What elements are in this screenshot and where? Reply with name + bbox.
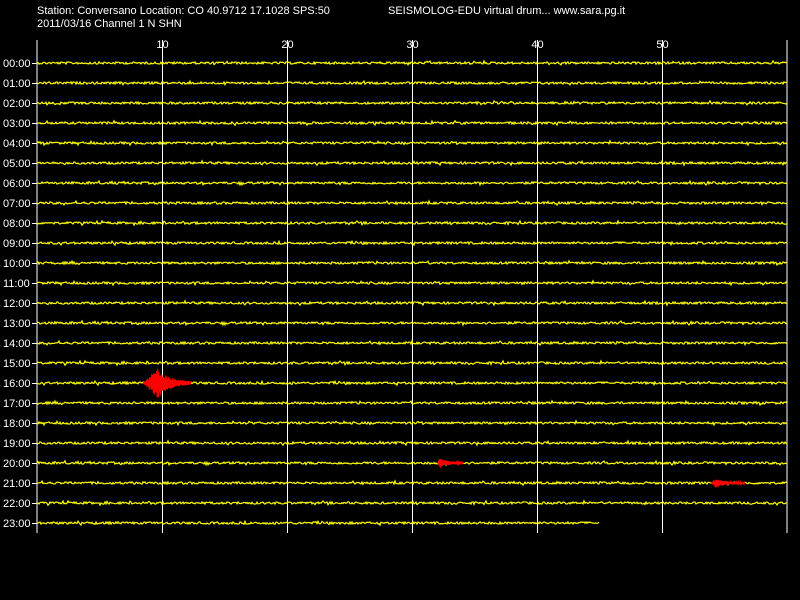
hour-label: 09:00 (3, 238, 31, 250)
hour-label: 01:00 (3, 78, 31, 90)
trace-2100 (36, 479, 787, 487)
hour-label: 19:00 (3, 438, 31, 450)
trace-2300 (37, 519, 600, 527)
date-channel-info: 2011/03/16 Channel 1 N SHN (37, 18, 182, 30)
trace-2200 (36, 499, 788, 507)
trace-0600 (36, 179, 788, 187)
trace-1400 (36, 339, 788, 347)
event-signal-2000 (437, 458, 464, 468)
hour-label: 11:00 (3, 278, 30, 290)
trace-1900 (36, 439, 788, 447)
trace-0700 (36, 199, 788, 207)
hour-label: 22:00 (3, 498, 31, 510)
hour-label: 05:00 (3, 158, 31, 170)
software-title: SEISMOLOG-EDU virtual drum... www.sara.p… (388, 5, 626, 17)
hour-label: 23:00 (3, 518, 31, 530)
hour-label: 07:00 (3, 198, 31, 210)
trace-0300 (36, 119, 788, 127)
hour-label: 10:00 (3, 258, 31, 270)
event-signal-2100 (711, 479, 746, 488)
trace-0500 (36, 159, 788, 167)
hour-label: 14:00 (3, 338, 31, 350)
trace-0400 (36, 139, 788, 147)
trace-1300 (36, 319, 788, 327)
hour-label: 00:00 (3, 58, 31, 70)
hour-label: 13:00 (3, 318, 31, 330)
hour-label: 06:00 (3, 178, 31, 190)
hour-label: 12:00 (3, 298, 31, 310)
trace-0100 (36, 79, 788, 87)
trace-1800 (36, 419, 788, 427)
station-info: Station: Conversano Location: CO 40.9712… (37, 5, 330, 17)
hour-label: 08:00 (3, 218, 31, 230)
event-signal-1600 (142, 368, 192, 398)
hour-label: 21:00 (3, 478, 31, 490)
x-tick-label: 10 (156, 39, 168, 51)
trace-0800 (36, 219, 788, 227)
hour-label: 18:00 (3, 418, 31, 430)
x-tick-label: 20 (281, 39, 293, 51)
hour-label: 17:00 (3, 398, 31, 410)
hour-label: 03:00 (3, 118, 31, 130)
trace-0000 (36, 59, 788, 67)
trace-1200 (36, 299, 788, 307)
trace-1700 (36, 399, 788, 407)
x-tick-label: 40 (531, 39, 543, 51)
hour-label: 04:00 (3, 138, 31, 150)
x-tick-label: 30 (406, 39, 418, 51)
trace-1500 (36, 359, 788, 367)
hour-label: 20:00 (3, 458, 31, 470)
trace-2000 (36, 459, 788, 467)
trace-1000 (36, 259, 788, 267)
x-tick-label: 50 (656, 39, 668, 51)
hour-label: 16:00 (3, 378, 31, 390)
trace-1100 (36, 279, 788, 287)
trace-0200 (36, 99, 788, 107)
hour-label: 02:00 (3, 98, 31, 110)
trace-0900 (36, 239, 788, 247)
hour-label: 15:00 (3, 358, 31, 370)
